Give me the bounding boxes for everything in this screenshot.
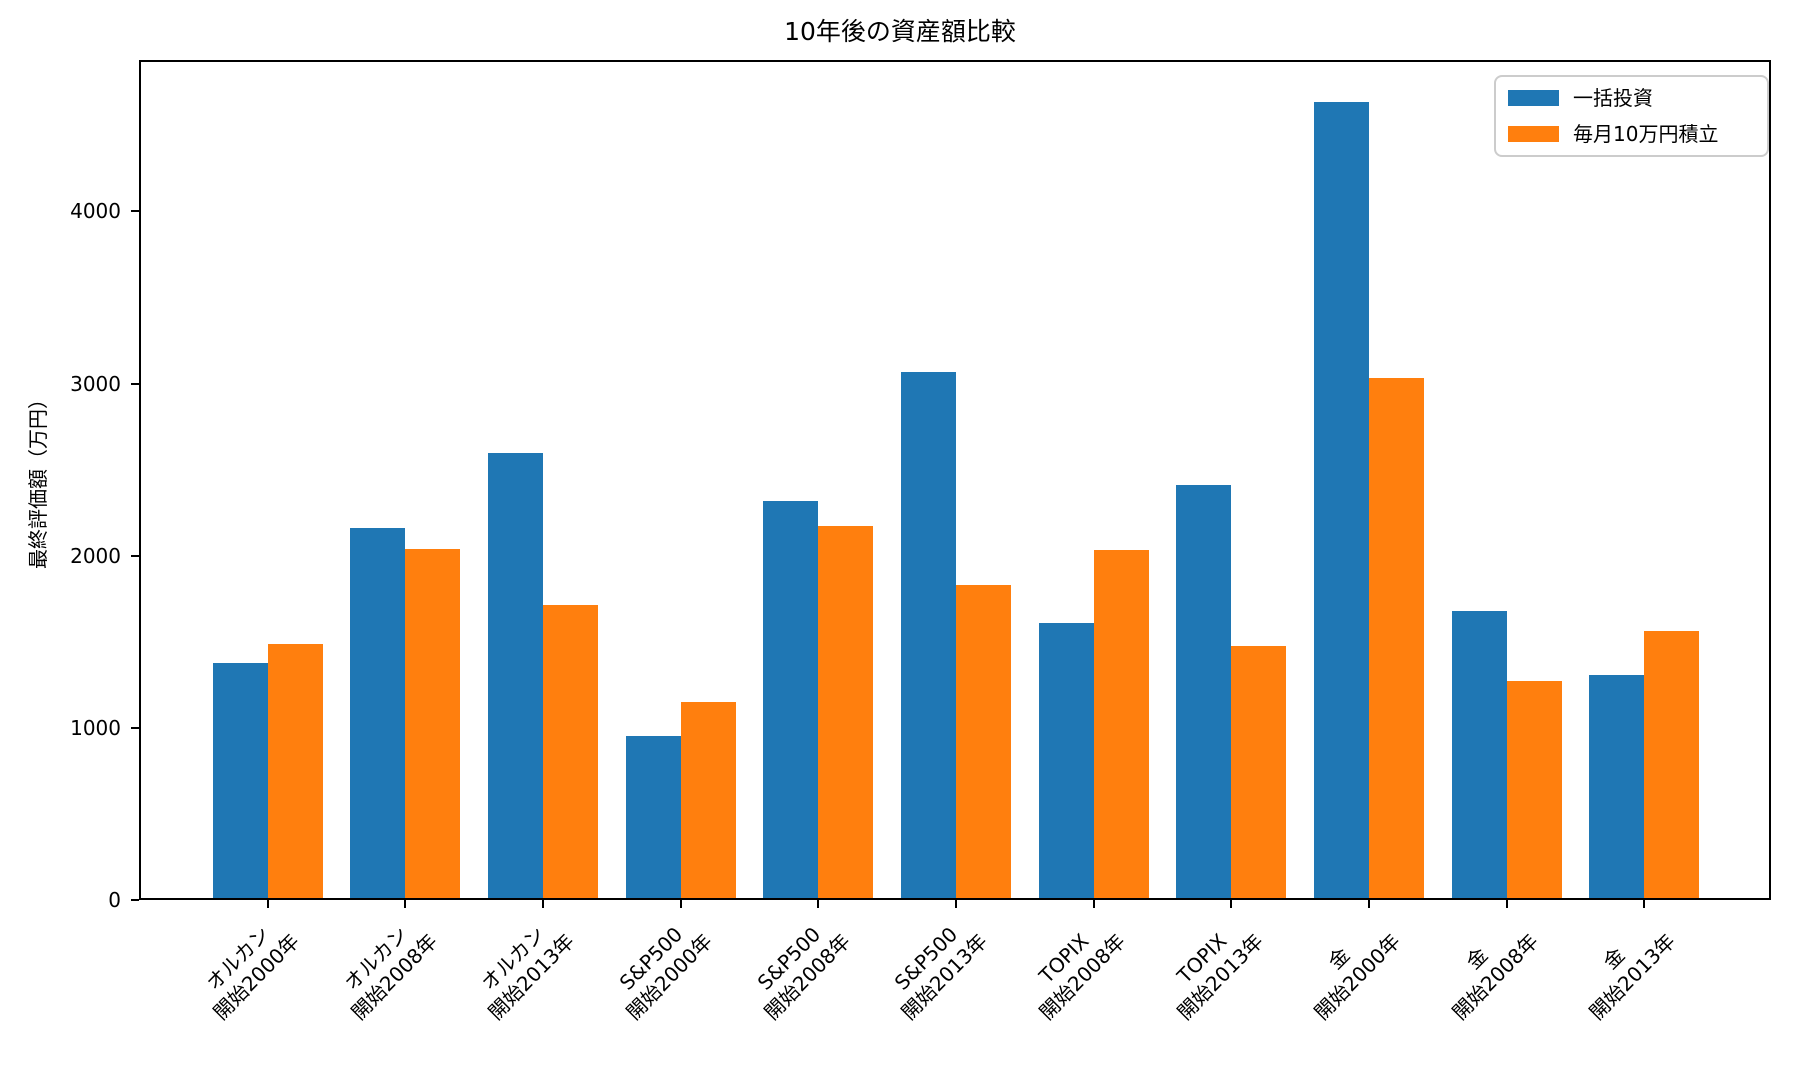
bar-series-1 xyxy=(1644,630,1700,900)
x-tick-label: TOPIX 開始2008年 xyxy=(1034,928,1130,1025)
x-tick-label: 金 開始2000年 xyxy=(1309,929,1406,1025)
x-tick xyxy=(817,900,820,908)
x-tick-label: オルカン 開始2000年 xyxy=(201,921,304,1025)
y-tick xyxy=(131,382,139,385)
x-tick xyxy=(1643,900,1646,908)
legend-swatch-monthly xyxy=(1508,126,1559,142)
bar-series-1 xyxy=(680,702,736,900)
y-tick-label: 1000 xyxy=(70,715,121,740)
legend-label-lump-sum: 一括投資 xyxy=(1573,86,1653,110)
y-tick xyxy=(131,726,139,729)
x-tick-label: TOPIX 開始2013年 xyxy=(1171,928,1268,1025)
x-tick-label: S&P500 開始2013年 xyxy=(889,922,993,1025)
bar-series-0 xyxy=(1314,102,1370,900)
x-tick xyxy=(955,900,958,908)
bar-series-1 xyxy=(543,604,599,900)
bar-series-0 xyxy=(901,372,957,900)
y-tick-label: 0 xyxy=(108,888,121,912)
bar-series-0 xyxy=(1589,674,1645,900)
bar-series-1 xyxy=(818,525,874,900)
x-tick-label: オルカン 開始2013年 xyxy=(476,921,580,1025)
bar-series-0 xyxy=(488,453,544,900)
legend-swatch-lump-sum xyxy=(1508,90,1559,106)
bar-series-0 xyxy=(1176,485,1232,900)
y-tick-label: 3000 xyxy=(70,371,121,396)
x-tick xyxy=(404,900,407,908)
y-tick xyxy=(131,899,139,901)
bar-series-1 xyxy=(956,585,1012,900)
x-tick-label: S&P500 開始2000年 xyxy=(614,922,717,1025)
x-tick xyxy=(266,900,269,908)
y-tick xyxy=(131,210,139,213)
x-tick xyxy=(1505,900,1508,908)
bar-series-1 xyxy=(1231,646,1287,900)
x-tick xyxy=(1368,900,1371,908)
x-tick xyxy=(1230,900,1233,908)
x-tick-label: 金 開始2013年 xyxy=(1585,929,1681,1025)
bars-layer xyxy=(139,60,1771,900)
bar-series-0 xyxy=(212,663,268,900)
chart-title: 10年後の資産額比較 xyxy=(784,17,1016,46)
x-tick xyxy=(1092,900,1095,908)
x-tick xyxy=(679,900,682,908)
y-tick-label: 4000 xyxy=(70,199,121,224)
x-tick-label: S&P500 開始2008年 xyxy=(752,922,855,1025)
legend: 一括投資 毎月10万円積立 xyxy=(1494,75,1769,157)
bar-series-0 xyxy=(350,528,406,900)
x-tick-label: 金 開始2008年 xyxy=(1447,929,1543,1025)
bar-series-1 xyxy=(1093,549,1149,900)
bar-series-1 xyxy=(267,643,323,900)
bar-series-1 xyxy=(405,548,461,900)
legend-row: 毎月10万円積立 xyxy=(1508,121,1755,147)
bar-series-1 xyxy=(1369,377,1425,900)
bar-series-1 xyxy=(1506,681,1562,900)
plot-area xyxy=(139,60,1771,900)
legend-label-monthly: 毎月10万円積立 xyxy=(1573,122,1719,146)
y-tick-label: 2000 xyxy=(70,543,121,568)
y-tick xyxy=(131,554,139,557)
bar-series-0 xyxy=(1038,622,1094,900)
bar-series-0 xyxy=(625,735,681,900)
x-tick xyxy=(542,900,545,908)
legend-row: 一括投資 xyxy=(1508,85,1755,111)
x-tick-label: オルカン 開始2008年 xyxy=(338,921,442,1025)
bar-series-0 xyxy=(763,500,819,900)
bar-series-0 xyxy=(1451,610,1507,900)
